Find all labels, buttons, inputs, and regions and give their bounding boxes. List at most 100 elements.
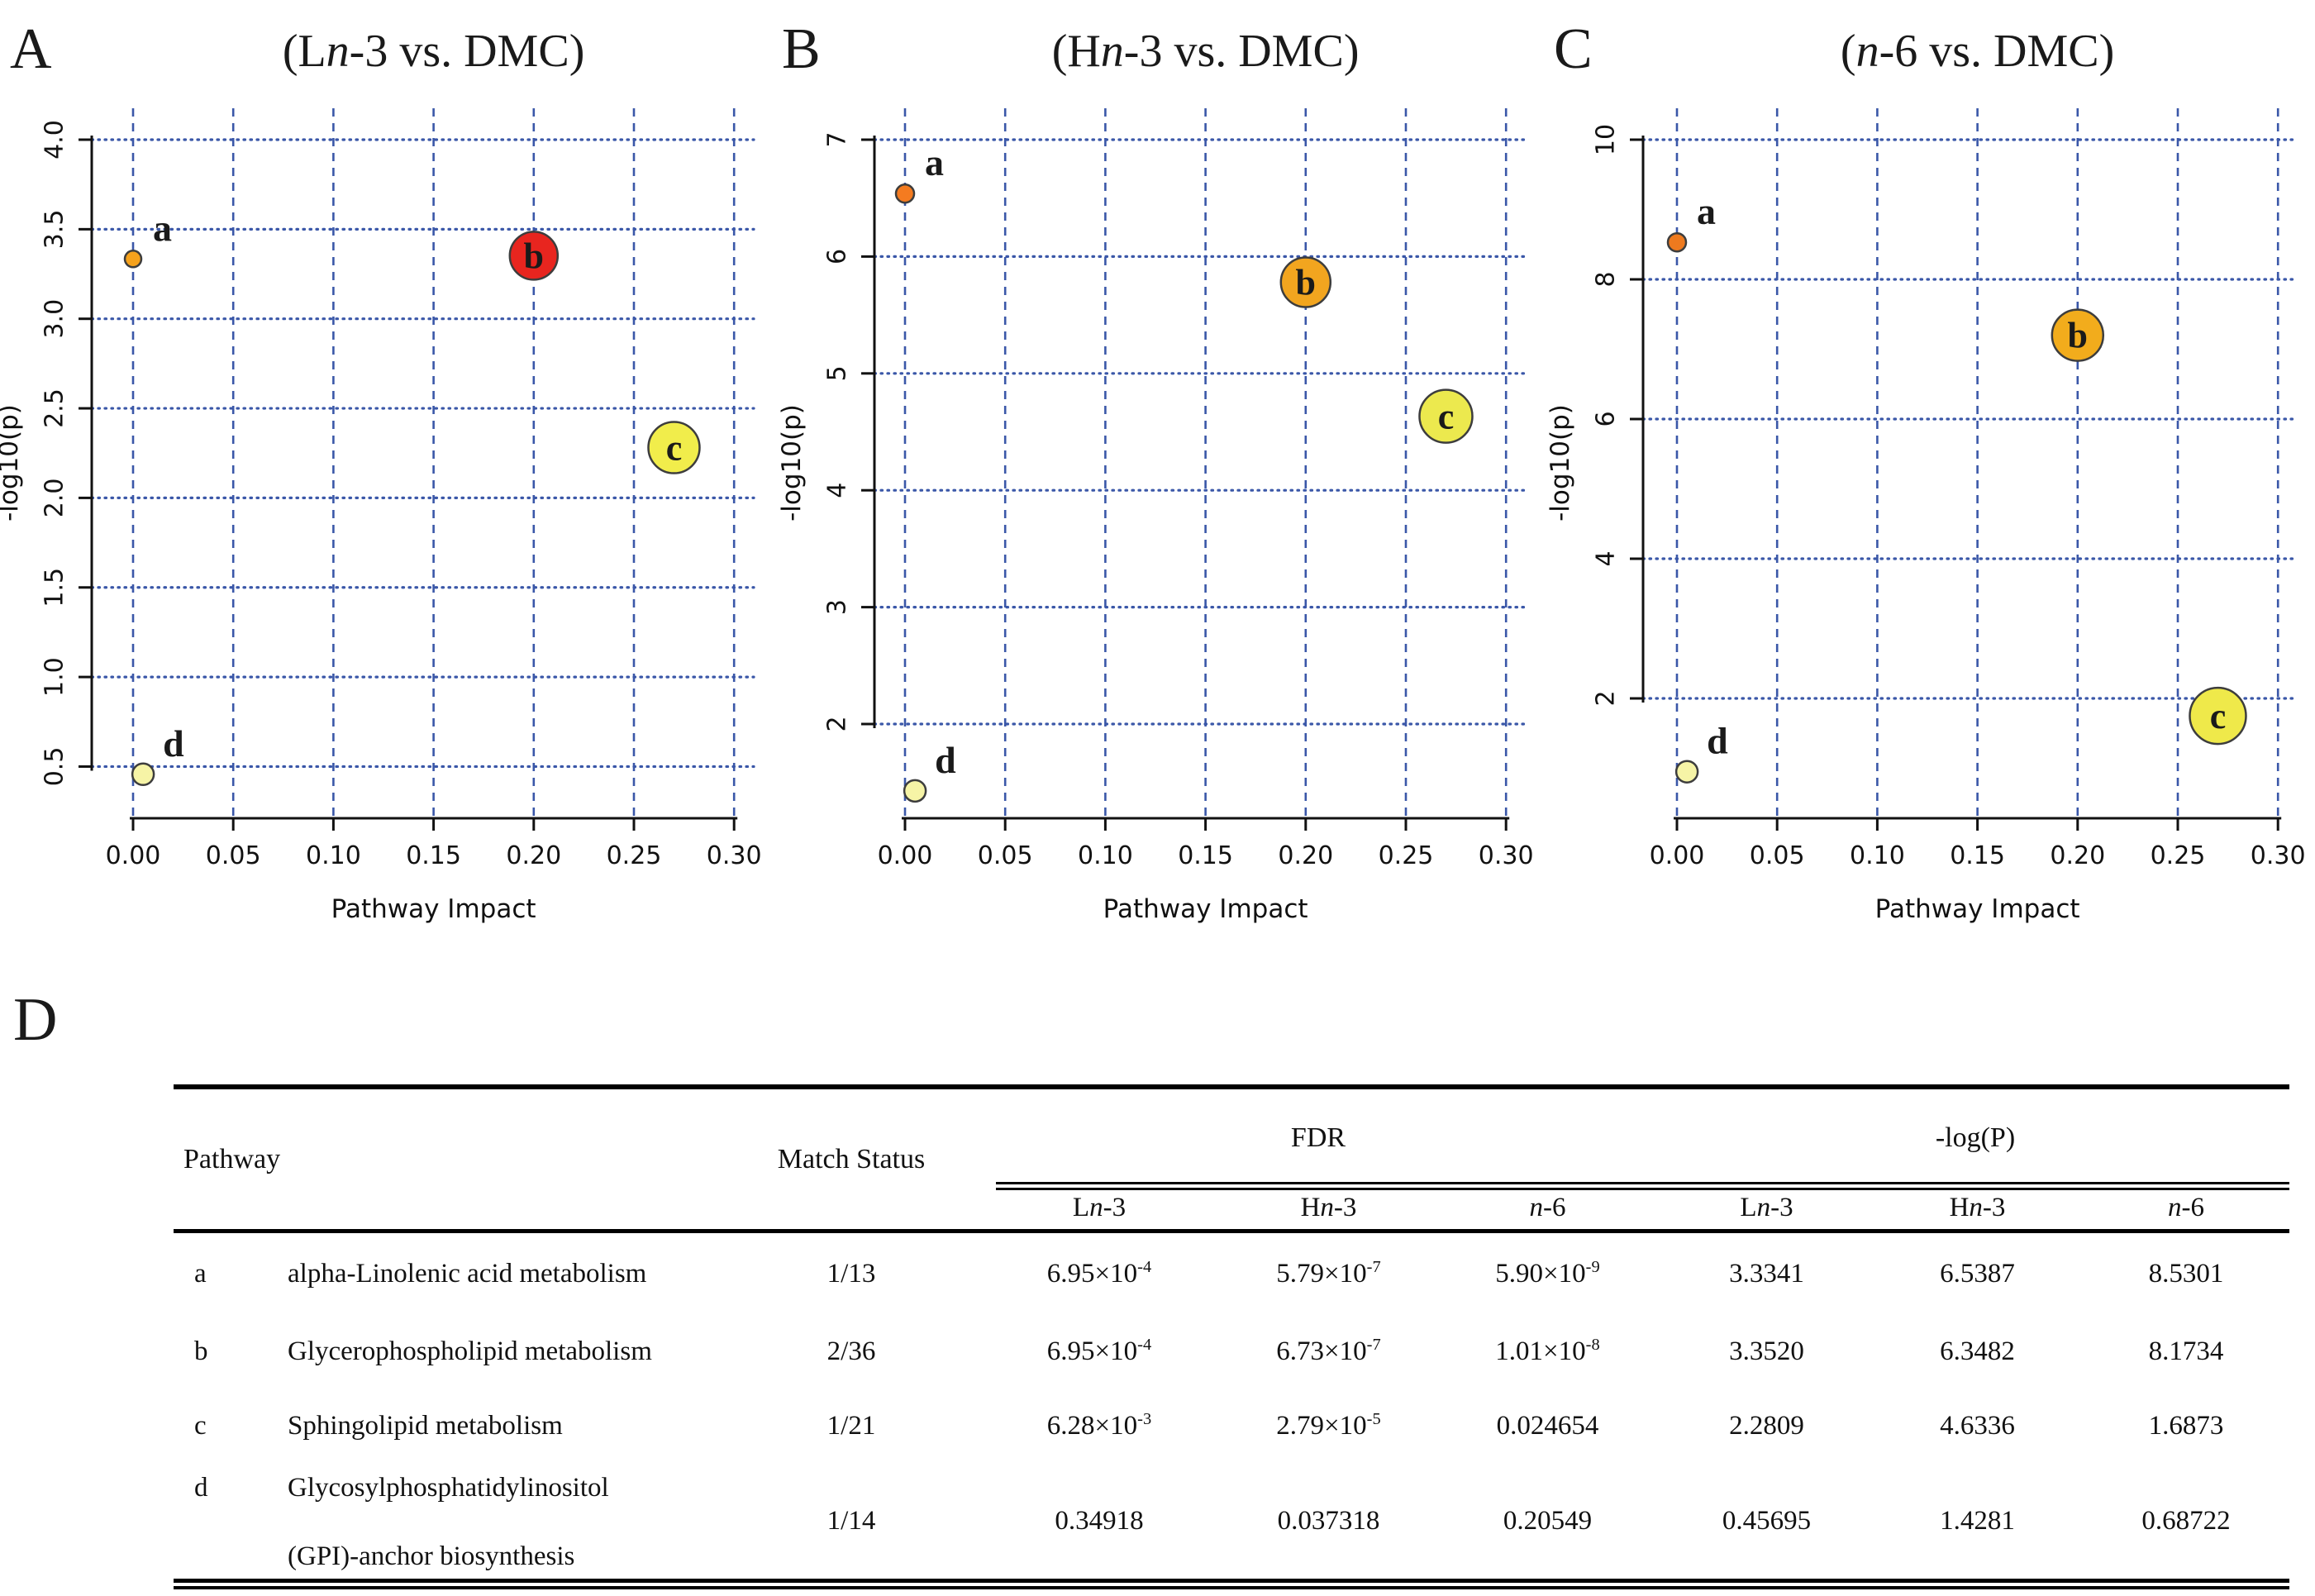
match-status-value: 1/13 bbox=[826, 1258, 876, 1289]
y-axis-label: -log10(p) bbox=[0, 404, 24, 522]
pathway-name: Glycerophospholipid metabolism bbox=[288, 1336, 652, 1366]
point-label-b: b bbox=[2068, 316, 2088, 356]
x-tick-label: 0.20 bbox=[506, 841, 561, 870]
panel-title: (Ln-3 vs. DMC) bbox=[283, 26, 585, 77]
fdr-value-2: 0.024654 bbox=[1496, 1410, 1599, 1441]
y-tick-label: 3 bbox=[823, 599, 852, 615]
x-tick-label: 0.10 bbox=[1078, 841, 1133, 870]
row-letter: d bbox=[194, 1473, 208, 1503]
x-tick-label: 0.25 bbox=[2151, 841, 2206, 870]
x-tick-label: 0.30 bbox=[707, 841, 762, 870]
y-tick-label: 3.5 bbox=[40, 209, 69, 249]
plot-panel-a: 0.5 1.0 1.5 2.0 2.5 3.0 3.5 4.0 0.00 0.05 0.10 0.15… bbox=[0, 17, 762, 924]
match-status-value: 1/14 bbox=[826, 1505, 876, 1536]
point-label-d: d bbox=[935, 739, 956, 781]
point-label-b: b bbox=[1296, 263, 1316, 303]
y-tick-label: 0.5 bbox=[40, 747, 69, 787]
point-label-a: a bbox=[925, 141, 944, 183]
table-row-b: b Glycerophospholipid metabolism 2/36 6.95×… bbox=[174, 1314, 2289, 1389]
fdr-value-1: 6.73×10-7 bbox=[1276, 1336, 1381, 1366]
fdr-value-2: 1.01×10-8 bbox=[1495, 1336, 1600, 1366]
row-letter: b bbox=[194, 1336, 208, 1366]
point-b bbox=[508, 231, 560, 281]
panel-title: (Hn-3 vs. DMC) bbox=[1052, 26, 1360, 77]
x-tick-label: 0.05 bbox=[206, 841, 261, 870]
fdr-value-1: 5.79×10-7 bbox=[1276, 1258, 1381, 1289]
point-d bbox=[903, 779, 927, 803]
plot-panel-b: 2 3 4 5 6 7 0.00 0.05 0.10 0.15 0.20 0.25 0.30 -log10… bbox=[777, 17, 1534, 924]
point-d bbox=[1674, 760, 1699, 784]
y-tick-label: 2.0 bbox=[40, 479, 69, 518]
logp-value-2: 8.1734 bbox=[2148, 1336, 2224, 1366]
panel-letter: A bbox=[10, 17, 52, 81]
pathway-name: Glycosylphosphatidylinositol (GPI)-anchor… bbox=[288, 1473, 609, 1571]
fdr-value-0: 6.28×10-3 bbox=[1046, 1410, 1152, 1441]
logp-value-0: 2.2809 bbox=[1729, 1410, 1804, 1441]
point-label-c: c bbox=[2210, 696, 2227, 736]
point-label-d: d bbox=[163, 722, 184, 765]
x-tick-label: 0.25 bbox=[1379, 841, 1434, 870]
fdr-value-0: 6.95×10-4 bbox=[1046, 1258, 1152, 1289]
column-group-fdr: FDR bbox=[1290, 1122, 1346, 1153]
x-tick-label: 0.15 bbox=[1950, 841, 2005, 870]
point-label-d: d bbox=[1707, 720, 1728, 762]
panel-letter-d: D bbox=[13, 986, 58, 1054]
point-label-b: b bbox=[524, 236, 544, 276]
point-c bbox=[647, 421, 701, 474]
logp-value-0: 0.45695 bbox=[1722, 1505, 1812, 1536]
y-tick-label: 5 bbox=[823, 365, 852, 381]
logp-value-1: 1.4281 bbox=[1940, 1505, 2015, 1536]
point-c bbox=[2189, 686, 2247, 746]
match-status-value: 2/36 bbox=[826, 1336, 876, 1366]
plot-panel-c: 2 4 6 8 10 0.00 0.05 0.10 0.15 0.20 0.25 0.30 -log10… bbox=[1546, 17, 2306, 924]
panel-letter: C bbox=[1554, 17, 1593, 81]
x-tick-label: 0.15 bbox=[1178, 841, 1233, 870]
x-axis-label: Pathway Impact bbox=[1103, 894, 1308, 924]
match-status-value: 1/21 bbox=[826, 1410, 876, 1441]
point-b bbox=[1279, 256, 1332, 308]
y-tick-label: 6 bbox=[823, 249, 852, 264]
point-a bbox=[123, 250, 143, 269]
column-subheader-logp-2: n -6 bbox=[2168, 1193, 2204, 1222]
x-tick-label: 0.05 bbox=[978, 841, 1033, 870]
row-letter: c bbox=[194, 1410, 207, 1441]
y-tick-label: 8 bbox=[1592, 271, 1621, 287]
point-b bbox=[2051, 308, 2105, 362]
table-bottom-rule bbox=[174, 1579, 2289, 1589]
point-c bbox=[1418, 388, 1474, 444]
y-tick-label: 2.5 bbox=[40, 388, 69, 428]
x-tick-label: 0.30 bbox=[2251, 841, 2306, 870]
x-tick-label: 0.20 bbox=[1278, 841, 1333, 870]
fdr-value-1: 0.037318 bbox=[1277, 1505, 1380, 1536]
fdr-value-0: 0.34918 bbox=[1055, 1505, 1144, 1536]
x-tick-label: 0.00 bbox=[1650, 841, 1705, 870]
x-axis-label: Pathway Impact bbox=[1875, 894, 2080, 924]
logp-value-0: 3.3520 bbox=[1729, 1336, 1804, 1366]
point-d bbox=[131, 762, 155, 787]
y-tick-label: 4 bbox=[823, 483, 852, 498]
fdr-value-0: 6.95×10-4 bbox=[1046, 1336, 1152, 1366]
logp-value-1: 4.6336 bbox=[1940, 1410, 2015, 1441]
column-subheader-fdr-2: n -6 bbox=[1529, 1193, 1566, 1222]
point-label-c: c bbox=[666, 428, 683, 469]
x-tick-label: 0.25 bbox=[607, 841, 662, 870]
y-tick-label: 2 bbox=[1592, 690, 1621, 706]
point-label-a: a bbox=[153, 207, 172, 249]
panel-letter: B bbox=[782, 17, 821, 81]
point-label-a: a bbox=[1697, 190, 1716, 232]
y-tick-label: 7 bbox=[823, 131, 852, 147]
y-axis-label: -log10(p) bbox=[777, 404, 807, 522]
y-tick-label: 1.5 bbox=[40, 568, 69, 607]
column-header-pathway: Pathway bbox=[183, 1143, 281, 1174]
row-letter: a bbox=[194, 1258, 207, 1289]
y-tick-label: 4 bbox=[1592, 550, 1621, 566]
y-tick-label: 10 bbox=[1592, 124, 1621, 155]
fdr-value-2: 0.20549 bbox=[1503, 1505, 1593, 1536]
pathway-name: Sphingolipid metabolism bbox=[288, 1410, 563, 1441]
logp-value-1: 6.5387 bbox=[1940, 1258, 2015, 1289]
x-tick-label: 0.30 bbox=[1479, 841, 1534, 870]
